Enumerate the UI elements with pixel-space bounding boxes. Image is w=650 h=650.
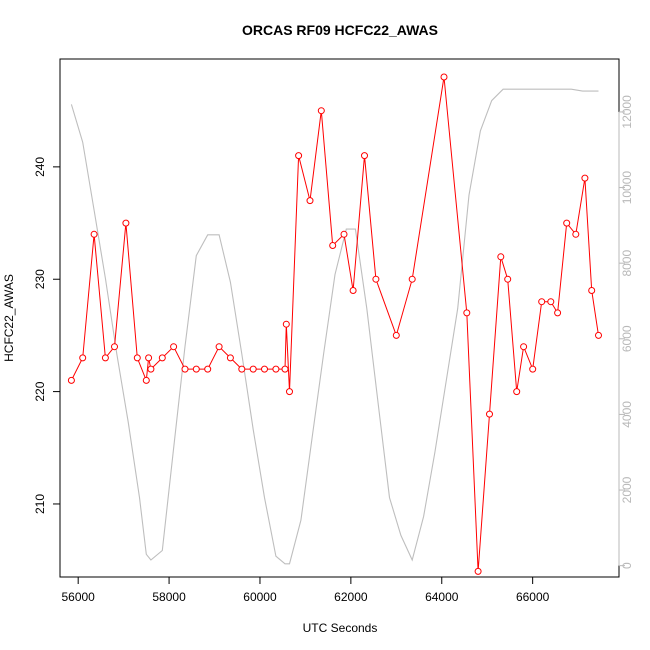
data-point	[133, 354, 141, 362]
y-tick-label: 240	[33, 157, 47, 177]
data-point	[272, 365, 280, 373]
y2-tick-label: 2000	[620, 476, 634, 503]
y-tick-label: 220	[33, 381, 47, 401]
data-point	[142, 376, 150, 384]
secondary-series-group	[70, 88, 599, 565]
y-axis-left: 210 220 230 240	[33, 157, 61, 514]
data-point	[192, 365, 200, 373]
data-point	[101, 354, 109, 362]
data-point	[122, 219, 130, 227]
data-point	[145, 354, 153, 362]
data-point	[282, 320, 290, 328]
data-point	[215, 343, 223, 351]
data-point	[529, 365, 537, 373]
data-point	[249, 365, 257, 373]
data-point	[204, 365, 212, 373]
data-point	[261, 365, 268, 373]
y2-tick-label: 0	[620, 562, 634, 569]
data-point	[317, 107, 325, 115]
data-point	[281, 365, 289, 373]
data-point	[497, 253, 505, 261]
data-point	[158, 354, 166, 362]
y2-tick-label: 8000	[620, 250, 634, 277]
data-point	[520, 343, 528, 351]
data-point	[170, 343, 178, 351]
primary-series-group	[67, 73, 602, 575]
data-point	[563, 219, 571, 227]
data-point	[295, 152, 303, 160]
data-point	[463, 309, 471, 317]
data-point	[147, 365, 155, 373]
y-tick-label: 230	[33, 269, 47, 289]
data-point	[581, 174, 589, 182]
data-point	[286, 388, 293, 396]
data-point	[547, 298, 555, 306]
data-point	[372, 275, 380, 283]
x-tick-label: 60000	[243, 590, 277, 604]
data-point	[181, 365, 189, 373]
y-axis-right: 0 2000 4000 6000 8000 10000 12000	[618, 95, 634, 569]
x-tick-label: 64000	[425, 590, 459, 604]
data-point	[513, 388, 521, 396]
x-tick-label: 56000	[61, 590, 95, 604]
x-axis-label: UTC Seconds	[303, 621, 378, 635]
data-point	[588, 287, 596, 294]
data-point	[361, 152, 368, 160]
data-point	[340, 230, 348, 238]
data-point	[554, 309, 562, 317]
y-axis-label: HCFC22_AWAS	[2, 274, 16, 362]
data-point	[392, 331, 400, 339]
chart-title: ORCAS RF09 HCFC22_AWAS	[242, 22, 438, 38]
secondary-series-line	[70, 88, 599, 565]
data-point	[111, 343, 118, 351]
data-point	[238, 365, 246, 373]
x-axis: 56000 58000 60000 62000 64000 66000	[61, 576, 550, 604]
x-tick-label: 66000	[516, 590, 550, 604]
data-point	[67, 376, 75, 384]
data-point	[440, 73, 448, 81]
y-tick-label: 210	[33, 494, 47, 514]
data-point	[79, 354, 87, 362]
data-point	[595, 331, 602, 339]
y2-tick-label: 12000	[620, 95, 634, 129]
y2-tick-label: 4000	[620, 401, 634, 428]
data-point	[538, 298, 546, 306]
data-point	[329, 242, 337, 249]
data-point	[486, 410, 493, 418]
data-point	[572, 230, 580, 238]
data-point	[306, 197, 314, 205]
y2-tick-label: 10000	[620, 171, 634, 205]
y2-tick-label: 6000	[620, 325, 634, 352]
data-point	[504, 275, 512, 283]
data-point	[90, 230, 98, 238]
data-point	[349, 287, 357, 294]
x-tick-label: 58000	[152, 590, 186, 604]
x-tick-label: 62000	[334, 590, 368, 604]
data-point	[226, 354, 234, 362]
data-point	[474, 567, 482, 575]
data-point	[408, 275, 416, 283]
